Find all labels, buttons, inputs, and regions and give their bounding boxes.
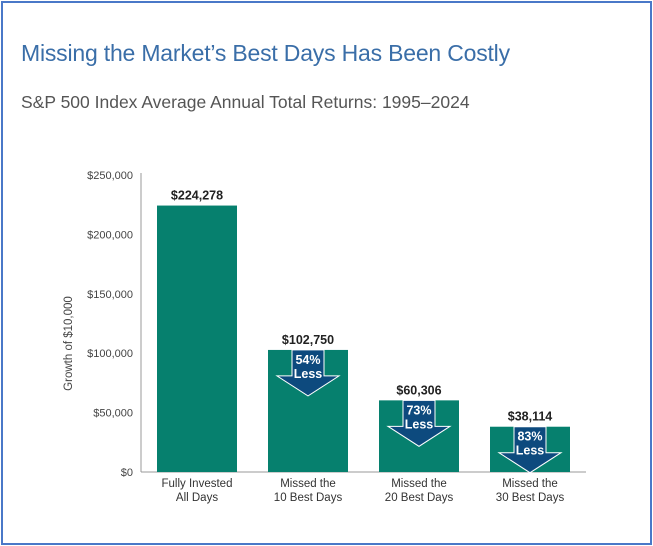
reduction-less-label: Less [516, 444, 545, 458]
x-category-label: 30 Best Days [496, 492, 565, 504]
reduction-less-label: Less [405, 417, 434, 431]
x-category-label: Missed the [502, 478, 558, 490]
bar-value-label: $60,306 [396, 383, 441, 397]
chart-title: Missing the Market’s Best Days Has Been … [21, 40, 510, 66]
reduction-percent-label: 54% [295, 353, 320, 367]
y-tick-label: $50,000 [93, 408, 133, 420]
x-category-label: Missed the [280, 478, 336, 490]
y-tick-label: $0 [121, 467, 133, 479]
x-category-label: 20 Best Days [385, 492, 454, 504]
x-category-label: Fully Invested [162, 478, 233, 490]
bar [157, 205, 237, 472]
y-axis-label: Growth of $10,000 [63, 296, 75, 391]
reduction-percent-label: 83% [517, 430, 542, 444]
down-arrow-icon [275, 349, 341, 397]
bar-value-label: $224,278 [171, 189, 223, 203]
down-arrow-icon [497, 426, 563, 474]
chart-subtitle: S&P 500 Index Average Annual Total Retur… [21, 92, 470, 112]
bar-value-label: $102,750 [282, 333, 334, 347]
y-tick-label: $100,000 [87, 348, 133, 360]
bar-value-label: $38,114 [508, 410, 553, 424]
y-tick-label: $150,000 [87, 289, 133, 301]
y-tick-label: $250,000 [87, 170, 133, 182]
x-category-label: 10 Best Days [274, 492, 343, 504]
down-arrow-icon [386, 399, 452, 447]
reduction-percent-label: 73% [406, 403, 431, 417]
x-category-label: Missed the [391, 478, 447, 490]
x-category-label: All Days [176, 492, 218, 504]
reduction-less-label: Less [294, 367, 323, 381]
y-tick-label: $200,000 [87, 229, 133, 241]
